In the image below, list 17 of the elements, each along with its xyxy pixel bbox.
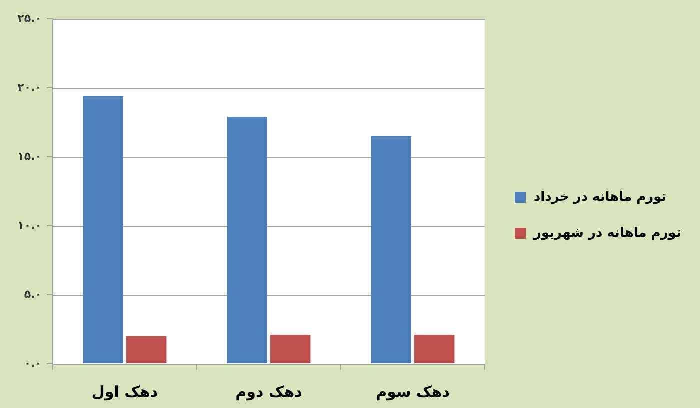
bar xyxy=(83,96,124,364)
bar xyxy=(126,336,167,364)
bar xyxy=(414,335,455,364)
y-tick-label: ۲۰.۰ xyxy=(18,80,42,94)
bar xyxy=(227,116,268,364)
y-tick-label: ۵.۰ xyxy=(24,288,42,301)
x-tick-label: دهک سوم xyxy=(376,382,450,401)
x-tick-label: دهک دوم xyxy=(236,382,303,401)
x-tick-label: دهک اول xyxy=(92,382,158,401)
y-tick-label: ۰.۰ xyxy=(24,356,42,370)
bar xyxy=(371,136,412,364)
legend-label: تورم ماهانه در خرداد xyxy=(534,190,667,204)
bar xyxy=(270,335,311,364)
y-tick-label: ۱۵.۰ xyxy=(18,150,42,163)
legend-label: تورم ماهانه در شهریور xyxy=(534,226,682,240)
y-tick-label: ۱۰.۰ xyxy=(18,218,42,232)
y-tick-label: ۲۵.۰ xyxy=(18,12,42,25)
